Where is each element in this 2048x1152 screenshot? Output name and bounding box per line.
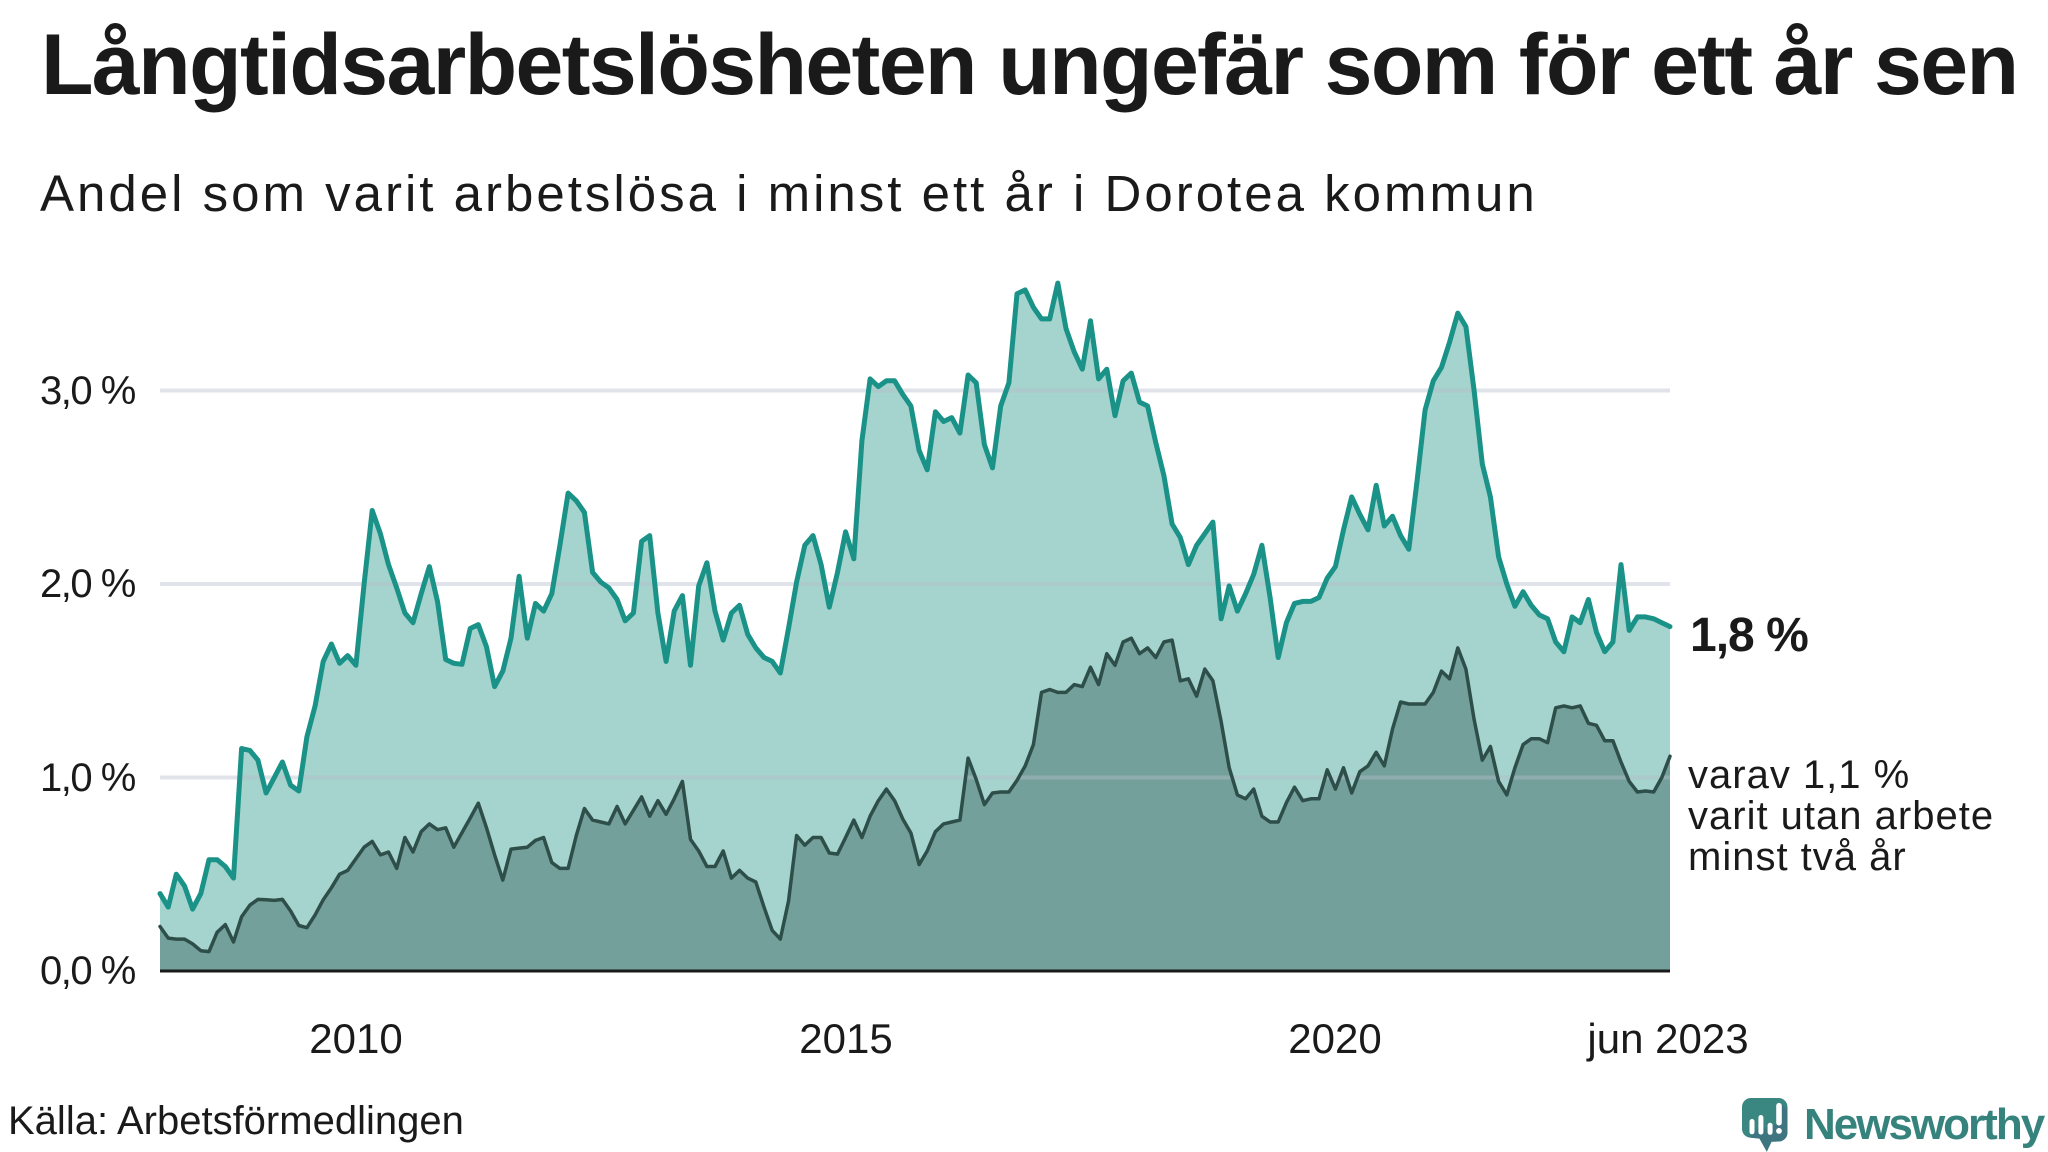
svg-text:varit utan arbete: varit utan arbete xyxy=(1688,794,1994,838)
svg-text:2020: 2020 xyxy=(1288,1015,1381,1062)
svg-text:2015: 2015 xyxy=(799,1015,892,1062)
svg-text:1,8 %: 1,8 % xyxy=(1690,609,1808,662)
svg-text:jun 2023: jun 2023 xyxy=(1585,1015,1748,1062)
svg-text:2010: 2010 xyxy=(309,1015,402,1062)
svg-text:Långtidsarbetslösheten ungefär: Långtidsarbetslösheten ungefär som för e… xyxy=(41,17,2017,113)
svg-text:varav 1,1 %: varav 1,1 % xyxy=(1688,753,1910,797)
svg-text:1,0 %: 1,0 % xyxy=(40,756,136,800)
svg-text:2,0 %: 2,0 % xyxy=(40,562,136,606)
svg-text:Newsworthy: Newsworthy xyxy=(1804,1100,2046,1149)
svg-text:0,0 %: 0,0 % xyxy=(40,949,136,993)
svg-text:minst två år: minst två år xyxy=(1688,835,1907,879)
svg-text:Andel som varit arbetslösa i m: Andel som varit arbetslösa i minst ett å… xyxy=(40,165,1538,222)
svg-text:Källa: Arbetsförmedlingen: Källa: Arbetsförmedlingen xyxy=(8,1099,464,1143)
svg-text:3,0 %: 3,0 % xyxy=(40,369,136,413)
